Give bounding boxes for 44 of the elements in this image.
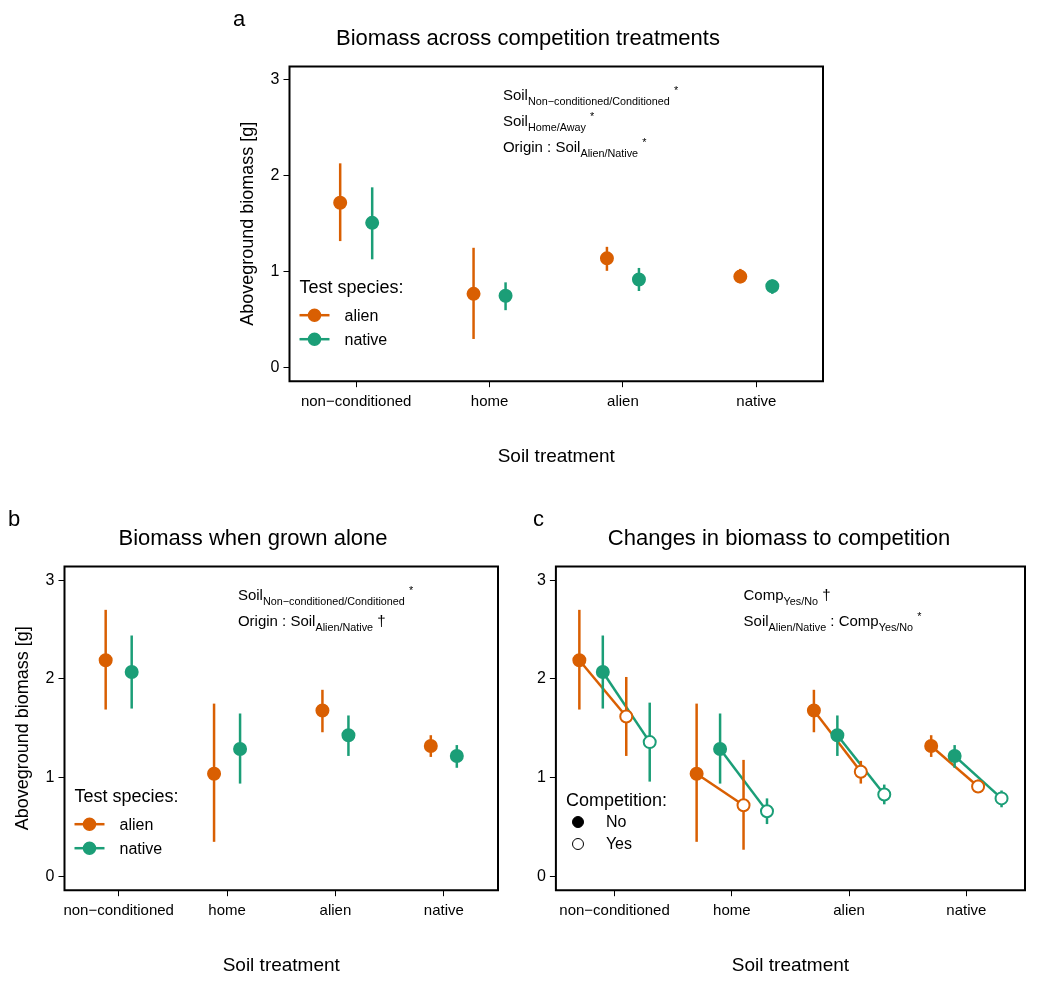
x-tick-label: non−conditioned bbox=[300, 392, 412, 410]
legend-label: native bbox=[119, 840, 163, 858]
legend-title: Test species: bbox=[74, 786, 179, 807]
y-axis-title: Aboveground biomass [g] bbox=[236, 121, 257, 326]
chart-title: Biomass when grown alone bbox=[118, 525, 388, 551]
y-tick-label: 0 bbox=[270, 358, 280, 376]
x-tick-label: alien bbox=[833, 901, 865, 919]
y-tick-label: 1 bbox=[536, 768, 546, 786]
y-tick-label: 2 bbox=[45, 669, 55, 687]
legend-title: Test species: bbox=[299, 277, 404, 298]
x-tick-label: alien bbox=[319, 901, 352, 919]
x-tick-label: alien bbox=[607, 392, 639, 410]
y-tick-label: 0 bbox=[536, 866, 546, 884]
y-tick-label: 2 bbox=[270, 166, 280, 184]
y-tick-label: 0 bbox=[45, 866, 55, 884]
text: a bbox=[233, 6, 246, 31]
x-tick-label: native bbox=[423, 901, 464, 919]
legend-label: native bbox=[344, 331, 388, 349]
annotation: No bbox=[605, 813, 627, 832]
x-tick-label: home bbox=[713, 901, 751, 919]
legend-title: Competition: bbox=[565, 790, 667, 812]
x-axis-title: Soil treatment bbox=[497, 444, 616, 466]
chart-title: Biomass across competition treatments bbox=[336, 25, 720, 51]
x-tick-label: non−conditioned bbox=[559, 901, 670, 919]
y-tick-label: 3 bbox=[270, 70, 280, 88]
annotation: Yes bbox=[605, 835, 632, 854]
x-tick-label: non−conditioned bbox=[63, 901, 174, 919]
x-tick-label: native bbox=[736, 392, 777, 410]
x-tick-label: home bbox=[470, 392, 509, 410]
y-tick-label: 3 bbox=[536, 570, 546, 588]
text: c bbox=[533, 506, 544, 531]
y-tick-label: 2 bbox=[536, 669, 546, 687]
y-tick-label: 3 bbox=[45, 570, 55, 588]
x-axis-title: Soil treatment bbox=[222, 953, 341, 975]
legend-label: alien bbox=[344, 307, 379, 325]
y-tick-label: 1 bbox=[270, 262, 280, 280]
chart-title: Changes in biomass to competition bbox=[607, 525, 951, 551]
text: b bbox=[8, 506, 21, 531]
y-axis-title: Aboveground biomass [g] bbox=[11, 626, 32, 831]
x-axis-title: Soil treatment bbox=[731, 953, 850, 975]
y-tick-label: 1 bbox=[45, 768, 55, 786]
x-tick-label: home bbox=[208, 901, 246, 919]
legend-label: alien bbox=[119, 816, 154, 834]
x-tick-label: native bbox=[946, 901, 987, 919]
